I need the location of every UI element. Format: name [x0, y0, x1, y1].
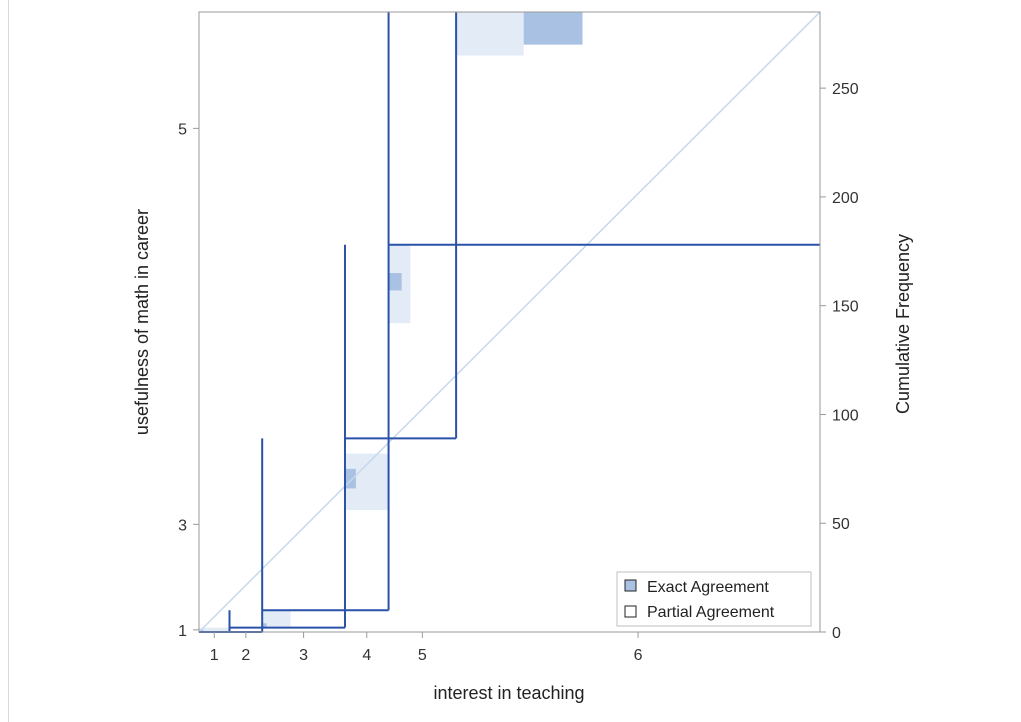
y-tick-label: 3 — [178, 517, 187, 534]
y-tick-label: 5 — [178, 121, 187, 138]
y-axis-ticks: 1 3 5 — [178, 121, 199, 640]
x-axis-title: interest in teaching — [433, 683, 584, 703]
x-tick-label: 3 — [299, 647, 308, 664]
partial-agreement-cell — [456, 12, 524, 56]
exact-agreement-cell — [388, 273, 402, 291]
legend-swatch-exact — [624, 579, 637, 592]
x-tick-label: 4 — [362, 647, 371, 664]
legend-swatch-partial — [624, 605, 637, 618]
legend: Exact Agreement Partial Agreement — [616, 571, 812, 627]
legend-label-exact: Exact Agreement — [647, 579, 769, 596]
exact-agreement-cell — [199, 629, 204, 632]
plot-frame — [198, 11, 821, 633]
legend-box — [616, 571, 812, 627]
cumulative-step-lines — [199, 12, 820, 633]
legend-label-partial: Partial Agreement — [647, 604, 775, 621]
x-axis-ticks: 1 2 3 4 5 6 — [210, 632, 643, 664]
page-frame — [8, 0, 9, 722]
exact-agreement-cell — [262, 623, 267, 628]
y2-tick-label: 250 — [832, 81, 859, 98]
partial-agreement-cell — [262, 610, 291, 628]
y-axis-title: usefulness of math in career — [132, 209, 152, 435]
y2-tick-label: 50 — [832, 516, 850, 533]
y2-axis-ticks: 0 50 100 150 200 250 — [820, 81, 859, 642]
y2-tick-label: 0 — [832, 625, 841, 642]
partial-agreement-cell — [199, 627, 230, 632]
y2-axis-title: Cumulative Frequency — [893, 234, 913, 414]
exact-agreement-cell — [344, 468, 356, 489]
x-tick-label: 1 — [210, 647, 219, 664]
y2-tick-label: 200 — [832, 190, 859, 207]
x-tick-label: 5 — [418, 647, 427, 664]
y2-tick-label: 100 — [832, 407, 859, 424]
x-tick-label: 6 — [634, 647, 643, 664]
diagonal-reference-line — [198, 11, 821, 633]
exact-agreement-cell — [523, 12, 583, 45]
agreement-cells — [199, 12, 583, 632]
x-tick-label: 2 — [241, 647, 250, 664]
y-tick-label: 1 — [178, 623, 187, 640]
y2-tick-label: 150 — [832, 299, 859, 316]
